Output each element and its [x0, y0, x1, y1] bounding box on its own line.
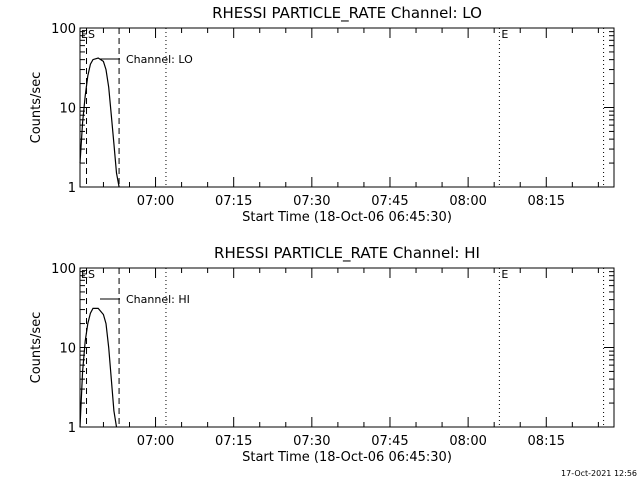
- panel-1-series-line: [79, 57, 120, 188]
- panel-2-y-tick-label: 100: [51, 262, 76, 277]
- panel-1-title: RHESSI PARTICLE_RATE Channel: LO: [212, 4, 482, 23]
- panel-1-y-tick-label: 10: [59, 102, 76, 117]
- panel-1-x-tick-label: 07:30: [293, 194, 330, 209]
- panel-1-x-axis-label: Start Time (18-Oct-06 06:45:30): [242, 210, 452, 225]
- panel-2-y-tick-label: 10: [59, 342, 76, 357]
- panel-2-x-tick-label: 07:45: [371, 434, 408, 449]
- panel-2-y-tick-label: 1: [68, 421, 76, 436]
- panel-2-plot-frame: [79, 267, 615, 428]
- panel-2-legend-label: Channel: HI: [126, 293, 190, 306]
- panel-1-x-tick-label: 07:15: [215, 194, 252, 209]
- panel-1-y-tick-label: 1: [68, 181, 76, 196]
- panel-2-title: RHESSI PARTICLE_RATE Channel: HI: [214, 244, 480, 263]
- panel-2-marker-label: E: [81, 268, 88, 281]
- panel-1-y-tick-label: 100: [51, 22, 76, 37]
- panel-1-x-tick-label: 08:15: [528, 194, 565, 209]
- panel-1-y-axis-label: Counts/sec: [29, 72, 44, 144]
- panel-1-marker-label: E: [501, 28, 508, 41]
- panel-1-x-tick-label: 08:00: [449, 194, 486, 209]
- panel-2-marker-label: E: [501, 268, 508, 281]
- panel-2-x-tick-label: 07:30: [293, 434, 330, 449]
- panel-2-y-axis-label: Counts/sec: [29, 312, 44, 384]
- panel-2-x-tick-label: 08:00: [449, 434, 486, 449]
- panel-1-x-tick-label: 07:45: [371, 194, 408, 209]
- panel-2-series-line: [79, 307, 118, 428]
- footer-timestamp: 17-Oct-2021 12:56: [561, 469, 637, 478]
- panel-1-x-tick-label: 07:00: [137, 194, 174, 209]
- panel-1-legend-label: Channel: LO: [126, 53, 193, 66]
- panel-2-x-axis-label: Start Time (18-Oct-06 06:45:30): [242, 450, 452, 465]
- panel-2-x-tick-label: 07:00: [137, 434, 174, 449]
- panel-2-x-tick-label: 07:15: [215, 434, 252, 449]
- panel-1-plot-frame: [79, 27, 615, 188]
- panel-1-marker-label: E: [81, 28, 88, 41]
- panel-2-marker-label: S: [88, 268, 95, 281]
- panel-2-x-tick-label: 08:15: [528, 434, 565, 449]
- panel-1-marker-label: S: [88, 28, 95, 41]
